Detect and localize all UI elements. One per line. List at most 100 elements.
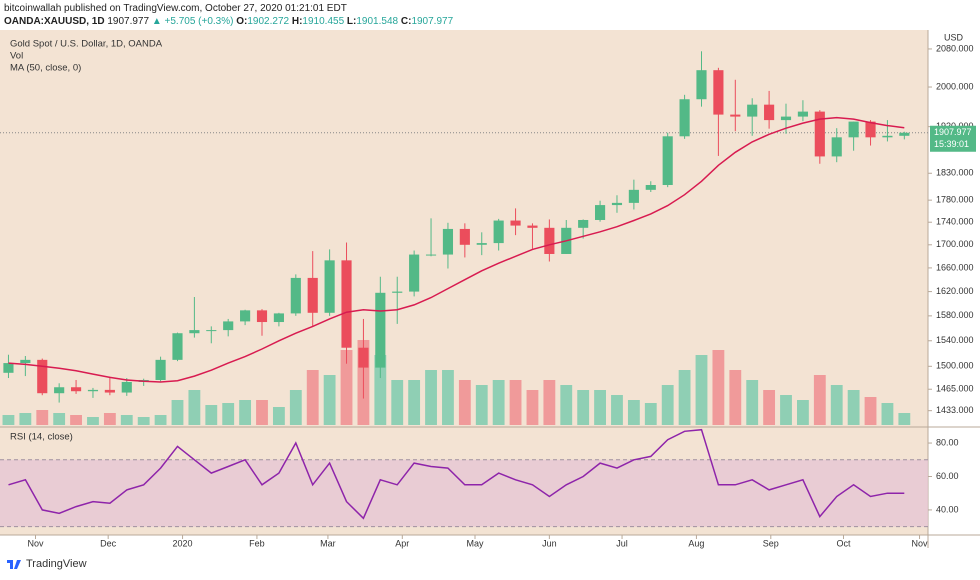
change: +5.705 (+0.3%) (164, 16, 234, 27)
candle-body (273, 313, 284, 323)
volume-bar (492, 380, 505, 425)
candle-body (510, 220, 521, 226)
low: 1901.548 (356, 16, 399, 27)
volume-bar (881, 403, 894, 425)
candle-body (730, 114, 741, 117)
ma-label: MA (50, close, 0) (10, 63, 81, 74)
volume-bar (560, 385, 573, 425)
candle-body (425, 254, 437, 256)
ma-line (8, 116, 905, 383)
last-price-label: 1907.977 (934, 127, 972, 137)
rsi-line (8, 428, 905, 520)
chart-background (0, 30, 928, 535)
l-label: L: (346, 16, 357, 27)
candle-body (814, 111, 825, 157)
rsi-band (0, 459, 928, 527)
quote-line: OANDA:XAUUSD, 1D 1907.977 ▲ +5.705 (+0.3… (4, 15, 453, 28)
volume-bar (340, 350, 353, 425)
candle-body (476, 243, 487, 245)
rsi-tick-label: 80.00 (936, 437, 959, 447)
candle-body (104, 389, 115, 393)
candle-body (645, 185, 656, 190)
candle-body (713, 70, 724, 115)
volume-bar (712, 350, 725, 425)
x-tick-label: Oct (836, 538, 851, 548)
volume-label: Vol (10, 51, 23, 62)
candle-body (189, 330, 200, 334)
candle-body (324, 260, 335, 313)
volume-bar (239, 400, 252, 425)
candle-body (358, 347, 369, 368)
candle-body (662, 136, 673, 186)
y-tick-label: 1700.000 (936, 239, 974, 249)
rsi-tick-label: 60.00 (936, 471, 959, 481)
candle-body (578, 219, 589, 228)
volume-bar (408, 380, 421, 425)
y-tick-label: 2000.000 (936, 81, 974, 91)
volume-bar (137, 417, 150, 425)
x-tick-label: Feb (249, 538, 265, 548)
volume-bar (120, 415, 133, 425)
volume-bar (543, 380, 556, 425)
candle-body (459, 228, 470, 245)
volume-bar (87, 417, 99, 425)
volume-bar (458, 380, 471, 425)
y-tick-label: 1830.000 (936, 168, 974, 178)
volume-bar (763, 390, 776, 425)
volume-bar (188, 390, 201, 425)
volume-bar (19, 413, 32, 425)
volume-bar (272, 407, 285, 425)
y-tick-label: 1500.000 (936, 361, 974, 371)
volume-bar (813, 375, 826, 425)
candle-body (780, 116, 792, 121)
candle-body (679, 99, 690, 137)
y-tick-label: 1580.000 (936, 310, 974, 320)
volume-bar (425, 370, 437, 425)
x-tick-label: Aug (688, 538, 704, 548)
candle-body (37, 359, 48, 394)
c-label: C: (400, 16, 412, 27)
candle-body (527, 225, 538, 228)
volume-bar (577, 390, 590, 425)
close: 1907.977 (411, 16, 454, 27)
candle-body (240, 310, 251, 322)
volume-bar (627, 400, 640, 425)
volume-bar (695, 355, 708, 425)
x-tick-label: Dec (100, 538, 117, 548)
candle-body (206, 330, 217, 332)
last-price-box (930, 125, 976, 152)
volume-bar (391, 380, 404, 425)
symbol: OANDA:XAUUSD, 1D (4, 16, 105, 27)
candle-body (611, 202, 623, 206)
h-label: H: (291, 16, 303, 27)
candle-body (3, 363, 14, 373)
x-tick-label: Nov (912, 538, 929, 548)
volume-bar (729, 370, 742, 425)
candle-body (899, 132, 910, 136)
x-tick-label: May (466, 538, 484, 548)
candle-body (409, 254, 420, 292)
candle-body (155, 359, 166, 380)
volume-bar (475, 385, 488, 425)
volume-bar (323, 375, 336, 425)
candle-body (595, 205, 606, 220)
candle-body (307, 277, 318, 313)
volume-bar (526, 390, 539, 425)
volume-bar (611, 395, 623, 425)
volume-bar (594, 390, 606, 425)
publisher: bitcoinwallah published on TradingView.c… (4, 3, 347, 14)
volume-bar (780, 395, 792, 425)
currency: USD (944, 32, 964, 42)
x-tick-label: Jul (616, 538, 628, 548)
rsi-tick-label: 40.00 (936, 504, 959, 514)
volume-bar (256, 400, 268, 425)
candle-body (87, 389, 99, 392)
price: 1907.977 (107, 16, 150, 27)
y-tick-label: 1465.000 (936, 384, 974, 394)
candle-body (290, 277, 301, 314)
y-tick-label: 1740.000 (936, 217, 974, 227)
rsi-label: RSI (14, close) (10, 432, 73, 443)
volume-bar (36, 410, 49, 425)
o-label: O: (236, 16, 248, 27)
volume-bar (442, 370, 454, 425)
